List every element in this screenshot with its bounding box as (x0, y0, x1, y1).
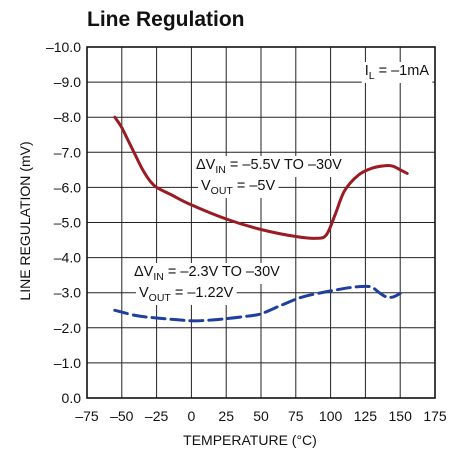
x-tick-labels: –75 –50 –25 0 25 50 75 100 125 150 175 (75, 408, 447, 424)
y-tick-label: –7.0 (54, 144, 81, 160)
y-tick-label: –8.0 (54, 109, 81, 125)
x-tick-label: 125 (354, 408, 378, 424)
x-tick-label: 100 (319, 408, 343, 424)
y-tick-label: –3.0 (54, 285, 81, 301)
plot-frame (86, 46, 436, 399)
load-current-label: IL = –1mA (365, 63, 430, 82)
y-tick-label: 0.0 (62, 390, 82, 406)
series-2-vin-label-background (131, 263, 284, 284)
x-tick-label: –25 (145, 408, 169, 424)
y-tick-label: –1.0 (54, 355, 81, 371)
y-tick-label: –9.0 (54, 74, 81, 90)
grid (87, 47, 435, 398)
x-tick-label: 175 (423, 408, 447, 424)
series-1-vout-label: VOUT = –5V (201, 178, 275, 197)
series-1-vout-label-background (198, 177, 279, 198)
x-tick-label: –75 (75, 408, 99, 424)
y-tick-label: –4.0 (54, 250, 81, 266)
series-line-2 (113, 284, 402, 323)
x-tick-label: 50 (253, 408, 269, 424)
series-2-vout-label-background (136, 284, 237, 305)
x-tick-label: 150 (389, 408, 413, 424)
y-tick-label: –10.0 (46, 39, 81, 55)
series-2-vin-label: ΔVIN = –2.3V TO –30V (134, 264, 280, 283)
annotations: IL = –1mA ΔVIN = –5.5V TO –30V VOUT = –5V Δ… (131, 62, 433, 305)
series-1-vin-label-background (193, 156, 346, 177)
x-tick-label: 25 (218, 408, 234, 424)
y-tick-labels: 0.0 –1.0 –2.0 –3.0 –4.0 –5.0 –6.0 –7.0 –8.0 –9.0 –… (46, 39, 81, 406)
x-axis-label: TEMPERATURE (°C) (183, 432, 317, 448)
y-tick-label: –5.0 (54, 215, 81, 231)
series-1-vin-label: ΔVIN = –5.5V TO –30V (196, 157, 342, 176)
series-2-vout-label: VOUT = –1.22V (139, 285, 234, 304)
y-tick-label: –2.0 (54, 320, 81, 336)
series-layer (113, 115, 409, 323)
y-tick-label: –6.0 (54, 179, 81, 195)
series-line-1 (113, 115, 409, 240)
x-tick-label: 0 (188, 408, 196, 424)
y-axis-label: LINE REGULATION (mV) (17, 141, 33, 300)
x-tick-label: –50 (110, 408, 134, 424)
chart-title: Line Regulation (87, 8, 245, 31)
x-tick-label: 75 (288, 408, 304, 424)
load-current-label-background (361, 62, 433, 83)
